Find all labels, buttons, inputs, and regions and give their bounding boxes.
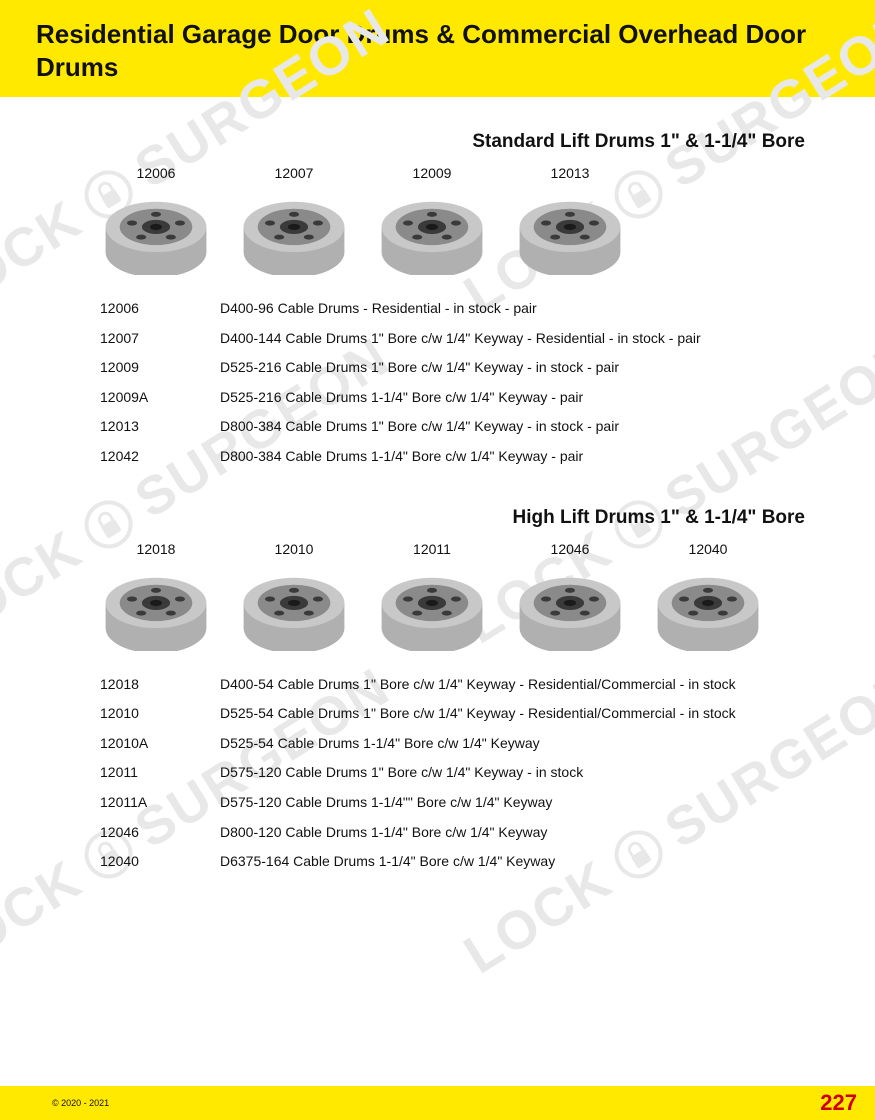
drum-label: 12006 — [96, 165, 216, 181]
drum-icon — [234, 561, 354, 651]
spec-code: 12009 — [100, 358, 220, 378]
drum-item: 12040 — [648, 541, 768, 651]
spec-desc: D525-54 Cable Drums 1-1/4" Bore c/w 1/4"… — [220, 734, 815, 754]
spec-desc: D6375-164 Cable Drums 1-1/4" Bore c/w 1/… — [220, 852, 815, 872]
drum-row-highlift: 12018 12010 12011 12046 12040 — [96, 541, 815, 651]
spec-code: 12007 — [100, 329, 220, 349]
spec-desc: D800-120 Cable Drums 1-1/4" Bore c/w 1/4… — [220, 823, 815, 843]
drum-icon — [510, 561, 630, 651]
spec-code: 12011 — [100, 763, 220, 783]
page-number: 227 — [820, 1090, 857, 1116]
spec-row: 12009AD525-216 Cable Drums 1-1/4" Bore c… — [100, 388, 815, 408]
drum-item: 12006 — [96, 165, 216, 275]
drum-label: 12011 — [372, 541, 492, 557]
spec-code: 12040 — [100, 852, 220, 872]
spec-code: 12010 — [100, 704, 220, 724]
drum-icon — [648, 561, 768, 651]
spec-row: 12007D400-144 Cable Drums 1" Bore c/w 1/… — [100, 329, 815, 349]
drum-label: 12009 — [372, 165, 492, 181]
spec-list-standard: 12006D400-96 Cable Drums - Residential -… — [100, 299, 815, 467]
drum-label: 12046 — [510, 541, 630, 557]
drum-item: 12010 — [234, 541, 354, 651]
drum-item: 12011 — [372, 541, 492, 651]
drum-item: 12009 — [372, 165, 492, 275]
header-bar: Residential Garage Door Drums & Commerci… — [0, 0, 875, 97]
spec-code: 12042 — [100, 447, 220, 467]
section-title-standard: Standard Lift Drums 1" & 1-1/4" Bore — [60, 131, 815, 153]
spec-row: 12011D575-120 Cable Drums 1" Bore c/w 1/… — [100, 763, 815, 783]
spec-row: 12009D525-216 Cable Drums 1" Bore c/w 1/… — [100, 358, 815, 378]
page-title: Residential Garage Door Drums & Commerci… — [36, 18, 839, 83]
spec-row: 12010AD525-54 Cable Drums 1-1/4" Bore c/… — [100, 734, 815, 754]
spec-code: 12009A — [100, 388, 220, 408]
spec-list-highlift: 12018D400-54 Cable Drums 1" Bore c/w 1/4… — [100, 675, 815, 872]
spec-desc: D525-216 Cable Drums 1-1/4" Bore c/w 1/4… — [220, 388, 815, 408]
drum-icon — [96, 185, 216, 275]
spec-desc: D525-54 Cable Drums 1" Bore c/w 1/4" Key… — [220, 704, 815, 724]
spec-desc: D400-54 Cable Drums 1" Bore c/w 1/4" Key… — [220, 675, 815, 695]
drum-item: 12013 — [510, 165, 630, 275]
spec-desc: D800-384 Cable Drums 1-1/4" Bore c/w 1/4… — [220, 447, 815, 467]
drum-icon — [96, 561, 216, 651]
drum-label: 12018 — [96, 541, 216, 557]
spec-code: 12010A — [100, 734, 220, 754]
spec-row: 12018D400-54 Cable Drums 1" Bore c/w 1/4… — [100, 675, 815, 695]
spec-code: 12018 — [100, 675, 220, 695]
drum-icon — [234, 185, 354, 275]
drum-icon — [372, 561, 492, 651]
spec-desc: D400-96 Cable Drums - Residential - in s… — [220, 299, 815, 319]
copyright: © 2020 - 2021 — [52, 1098, 109, 1108]
drum-label: 12013 — [510, 165, 630, 181]
spec-code: 12006 — [100, 299, 220, 319]
content: Standard Lift Drums 1" & 1-1/4" Bore 120… — [0, 97, 875, 872]
spec-code: 12013 — [100, 417, 220, 437]
drum-item: 12018 — [96, 541, 216, 651]
spec-row: 12013D800-384 Cable Drums 1" Bore c/w 1/… — [100, 417, 815, 437]
drum-item: 12046 — [510, 541, 630, 651]
spec-row: 12011AD575-120 Cable Drums 1-1/4"" Bore … — [100, 793, 815, 813]
drum-label: 12007 — [234, 165, 354, 181]
spec-desc: D800-384 Cable Drums 1" Bore c/w 1/4" Ke… — [220, 417, 815, 437]
spec-code: 12011A — [100, 793, 220, 813]
footer-bar: © 2020 - 2021 227 — [0, 1086, 875, 1120]
drum-icon — [372, 185, 492, 275]
spec-row: 12040D6375-164 Cable Drums 1-1/4" Bore c… — [100, 852, 815, 872]
spec-code: 12046 — [100, 823, 220, 843]
spec-desc: D575-120 Cable Drums 1" Bore c/w 1/4" Ke… — [220, 763, 815, 783]
spec-desc: D525-216 Cable Drums 1" Bore c/w 1/4" Ke… — [220, 358, 815, 378]
drum-row-standard: 12006 12007 12009 12013 — [96, 165, 815, 275]
drum-label: 12010 — [234, 541, 354, 557]
spec-row: 12010D525-54 Cable Drums 1" Bore c/w 1/4… — [100, 704, 815, 724]
spec-row: 12006D400-96 Cable Drums - Residential -… — [100, 299, 815, 319]
spec-desc: D400-144 Cable Drums 1" Bore c/w 1/4" Ke… — [220, 329, 815, 349]
drum-item: 12007 — [234, 165, 354, 275]
drum-icon — [510, 185, 630, 275]
spec-desc: D575-120 Cable Drums 1-1/4"" Bore c/w 1/… — [220, 793, 815, 813]
spec-row: 12046D800-120 Cable Drums 1-1/4" Bore c/… — [100, 823, 815, 843]
section-title-highlift: High Lift Drums 1" & 1-1/4" Bore — [60, 507, 815, 529]
drum-label: 12040 — [648, 541, 768, 557]
spec-row: 12042D800-384 Cable Drums 1-1/4" Bore c/… — [100, 447, 815, 467]
